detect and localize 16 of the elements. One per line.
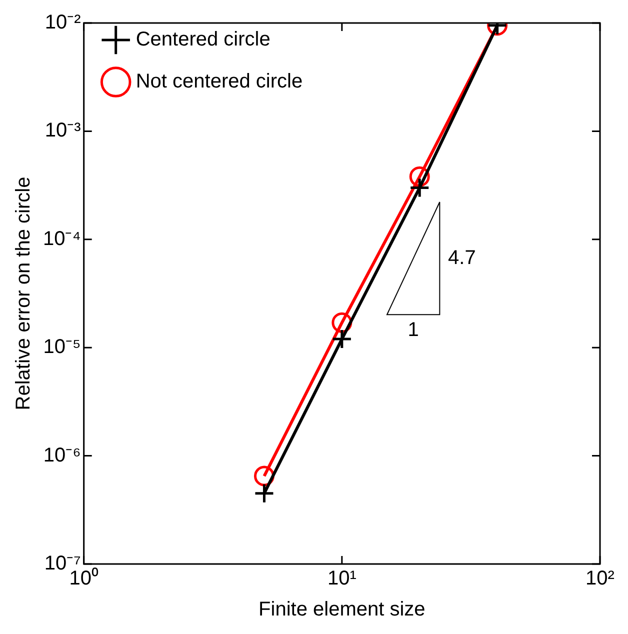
y-axis-title: Relative error on the circle — [12, 176, 35, 410]
legend-label: Centered circle — [136, 28, 270, 51]
y-tick-label: 10⁻⁴ — [42, 228, 81, 250]
annotation: 4.7 — [448, 246, 476, 270]
point — [254, 483, 274, 504]
point — [332, 328, 352, 350]
x-tick-label: 10¹ — [327, 568, 357, 590]
x-tick-label: 10² — [586, 568, 615, 590]
annotation: 1 — [408, 319, 419, 342]
x-axis-title: Finite element size — [258, 598, 426, 621]
y-tick-label: 10⁻² — [44, 12, 82, 34]
point — [409, 178, 430, 198]
y-tick-label: 10⁻³ — [44, 120, 82, 142]
y-tick-label: 10⁻⁶ — [43, 444, 81, 466]
legend-label: Not centered circle — [136, 70, 303, 93]
y-tick-label: 10⁻⁵ — [43, 336, 81, 358]
